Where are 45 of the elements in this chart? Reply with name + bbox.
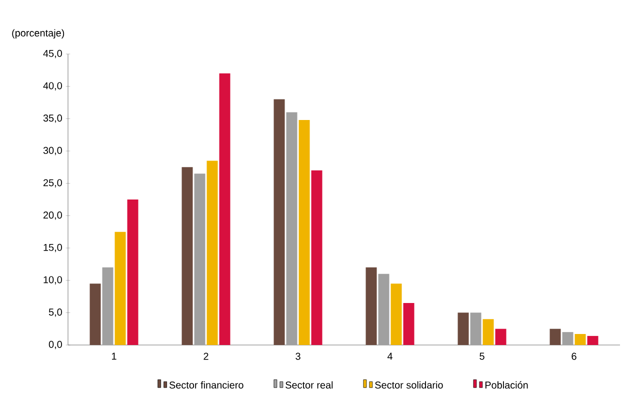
bar bbox=[194, 174, 206, 345]
bar bbox=[562, 332, 574, 345]
bar bbox=[470, 312, 482, 345]
x-tick-label: 1 bbox=[112, 352, 116, 360]
bar bbox=[298, 120, 310, 345]
legend-label: Sector financiero bbox=[169, 381, 244, 389]
legend-label: Población bbox=[485, 381, 528, 389]
y-tick-label: 20,0 bbox=[43, 212, 62, 220]
y-axis-title: (porcentaje) bbox=[12, 29, 64, 38]
bar bbox=[587, 336, 598, 345]
bar bbox=[366, 267, 377, 345]
y-tick-label: 25,0 bbox=[43, 179, 62, 188]
x-tick-label: 2 bbox=[204, 352, 208, 360]
bar bbox=[495, 328, 506, 345]
legend-label: Sector real bbox=[286, 381, 333, 389]
bar bbox=[90, 284, 101, 345]
x-tick-label: 3 bbox=[296, 352, 300, 360]
y-tick-label: 30,0 bbox=[43, 146, 62, 156]
x-tick-label: 5 bbox=[480, 352, 484, 360]
legend-label: Sector solidario bbox=[375, 381, 443, 389]
bar bbox=[219, 73, 230, 345]
y-tick-label: 0,0 bbox=[48, 340, 62, 350]
bar bbox=[403, 302, 414, 345]
bar bbox=[574, 334, 586, 345]
y-tick-label: 5,0 bbox=[48, 308, 62, 317]
y-tick-label: 45,0 bbox=[43, 50, 62, 58]
bar bbox=[378, 274, 390, 345]
bar bbox=[550, 328, 561, 345]
y-tick-label: 40,0 bbox=[43, 82, 62, 90]
bar bbox=[102, 267, 114, 345]
bar bbox=[311, 170, 322, 345]
bar bbox=[206, 160, 218, 345]
bar bbox=[114, 232, 126, 345]
x-tick-label: 6 bbox=[572, 352, 576, 360]
y-tick-label: 10,0 bbox=[44, 276, 62, 284]
bar bbox=[286, 112, 298, 345]
y-tick-label: 15,0 bbox=[44, 244, 62, 252]
bar bbox=[390, 284, 402, 345]
bar bbox=[482, 319, 494, 345]
y-tick-label: 35,0 bbox=[43, 114, 62, 123]
x-tick-label: 4 bbox=[387, 352, 392, 360]
bar bbox=[127, 200, 138, 345]
bar bbox=[274, 99, 285, 345]
bar bbox=[458, 312, 469, 345]
bar bbox=[182, 167, 193, 345]
